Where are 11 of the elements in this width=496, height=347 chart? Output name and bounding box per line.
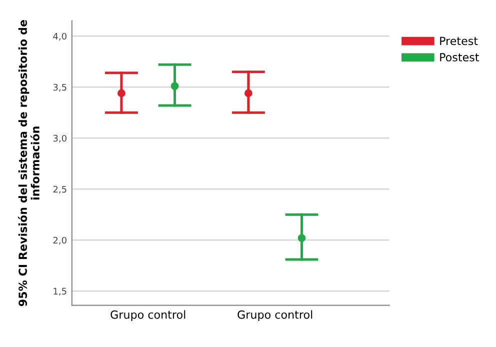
y-tick-label: 4,0 (53, 32, 66, 41)
x-tick-label: Grupo control (238, 310, 312, 321)
legend-label: Pretest (440, 36, 478, 46)
y-axis-title: 95% CI Revisión del sistema de repositorio de información (18, 20, 40, 306)
x-tick-label: Grupo control (110, 310, 186, 321)
y-tick-label: 3,0 (53, 134, 66, 143)
y-tick-label: 2,5 (53, 186, 66, 194)
y-tick-label: 3,5 (53, 84, 66, 92)
y-tick-label: 1,5 (54, 288, 66, 296)
y-tick-label: 2,0 (53, 236, 66, 245)
legend-label: Postest (440, 53, 479, 62)
